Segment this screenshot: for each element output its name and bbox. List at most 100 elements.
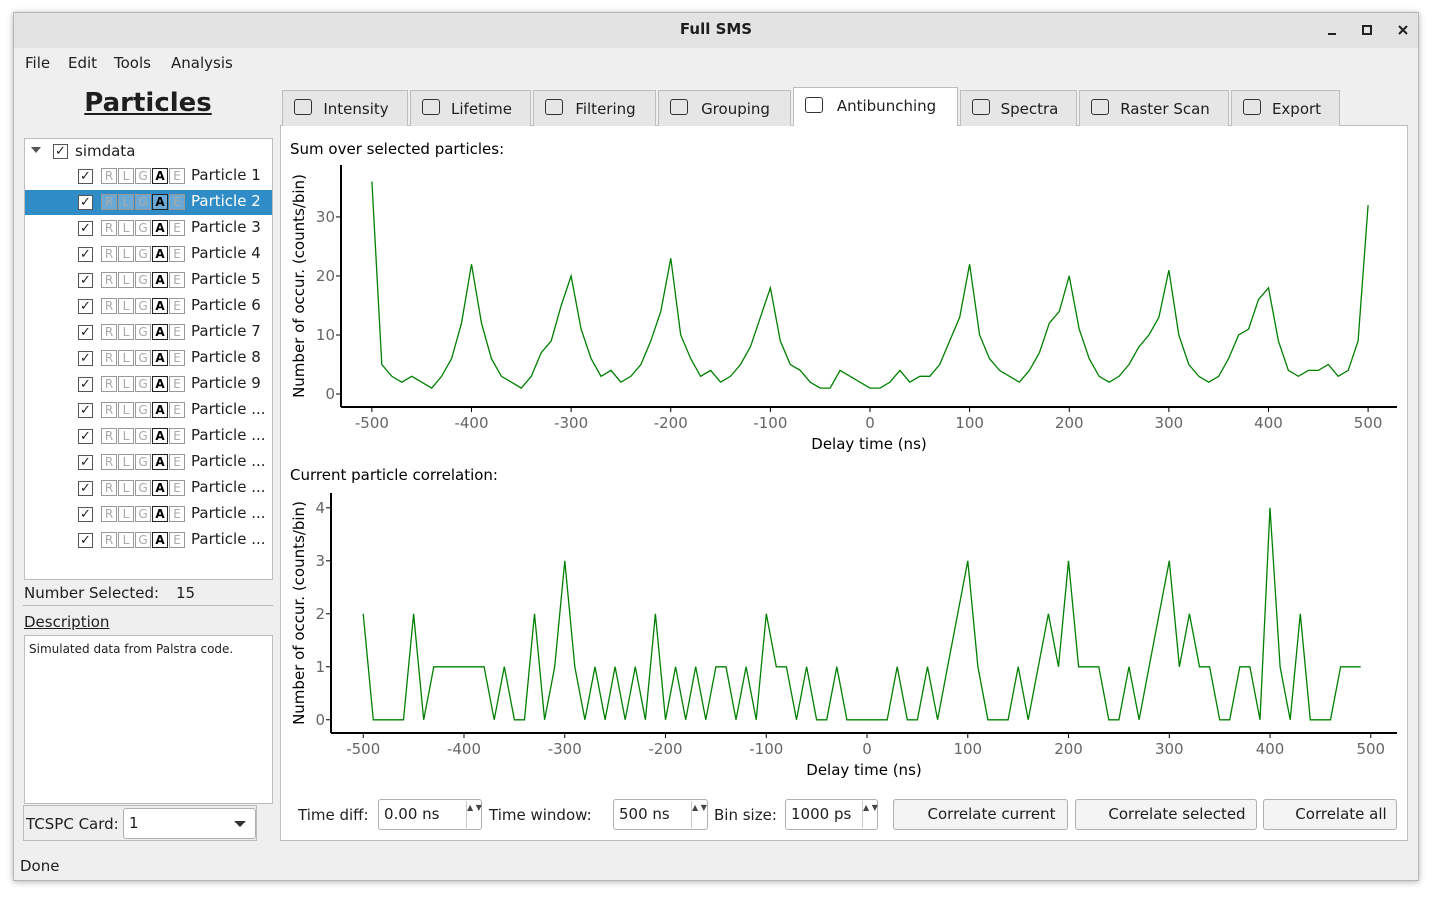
checkbox[interactable]: ✓ <box>78 403 93 418</box>
panel-heading: Particles <box>84 88 212 118</box>
x-tick-label: 400 <box>1254 414 1283 432</box>
checkbox[interactable]: ✓ <box>78 377 93 392</box>
y-axis-label: Number of occur. (counts/bin) <box>290 174 308 398</box>
status-letter: E <box>169 402 185 418</box>
tcspc-combo[interactable]: 1 <box>123 808 256 839</box>
checkbox[interactable]: ✓ <box>78 195 93 210</box>
status-letter: A <box>152 350 168 366</box>
status-letter: R <box>101 298 117 314</box>
checkbox[interactable]: ✓ <box>78 533 93 548</box>
menu-item[interactable]: File <box>25 54 51 72</box>
status-letter: R <box>101 428 117 444</box>
status-letter: G <box>135 168 151 184</box>
tab[interactable]: Export <box>1231 90 1340 126</box>
checkbox[interactable]: ✓ <box>78 351 93 366</box>
tree-item[interactable]: Particle 2 <box>191 192 261 210</box>
x-tick-label: -100 <box>749 740 783 758</box>
description-text: Simulated data from Palstra code. <box>29 642 234 656</box>
chart-title: Current particle correlation: <box>290 466 498 484</box>
x-tick-label: 100 <box>955 414 984 432</box>
checkbox[interactable]: ✓ <box>78 169 93 184</box>
status-letter: G <box>135 298 151 314</box>
status-letter: E <box>169 168 185 184</box>
tab[interactable]: Filtering <box>533 90 656 126</box>
description-box[interactable]: Simulated data from Palstra code. <box>24 635 273 804</box>
tree-item[interactable]: Particle ... <box>191 478 266 496</box>
tab-icon <box>805 97 823 113</box>
status-letter: E <box>169 532 185 548</box>
x-tick-label: -300 <box>554 414 588 432</box>
y-tick-label: 2 <box>315 605 325 623</box>
tree-item[interactable]: Particle ... <box>191 530 266 548</box>
tree-item[interactable]: Particle ... <box>191 504 266 522</box>
status-letter: L <box>118 480 134 496</box>
tree-item[interactable]: Particle 3 <box>191 218 261 236</box>
menu-item[interactable]: Edit <box>68 54 98 72</box>
tree-item[interactable]: Particle 7 <box>191 322 261 340</box>
status-letter: R <box>101 194 117 210</box>
status-letter: R <box>101 272 117 288</box>
status-letter: R <box>101 454 117 470</box>
x-tick-label: 500 <box>1354 414 1383 432</box>
tab[interactable]: Raster Scan <box>1079 90 1229 126</box>
checkbox[interactable]: ✓ <box>78 299 93 314</box>
x-tick-label: 200 <box>1055 414 1084 432</box>
y-tick-label: 1 <box>315 658 325 676</box>
tab-label: Spectra <box>1000 100 1059 118</box>
checkbox[interactable]: ✓ <box>78 273 93 288</box>
checkbox[interactable]: ✓ <box>78 507 93 522</box>
status-letter: L <box>118 402 134 418</box>
tree-item[interactable]: Particle ... <box>191 400 266 418</box>
status-letter: G <box>135 220 151 236</box>
checkbox[interactable]: ✓ <box>78 221 93 236</box>
tab-panel <box>280 125 1408 841</box>
status-letter: L <box>118 298 134 314</box>
menu-item[interactable]: Tools <box>114 54 151 72</box>
button[interactable]: Correlate selected <box>1075 799 1257 830</box>
tree-item[interactable]: Particle 4 <box>191 244 261 262</box>
tab[interactable]: Lifetime <box>410 90 531 126</box>
status-letter: A <box>152 480 168 496</box>
tree-item[interactable]: Particle 6 <box>191 296 261 314</box>
tree-item[interactable]: Particle 8 <box>191 348 261 366</box>
data-line <box>362 507 1361 721</box>
tab[interactable]: Grouping <box>658 90 791 126</box>
checkbox[interactable]: ✓ <box>78 455 93 470</box>
status-letter: R <box>101 324 117 340</box>
status-letter: G <box>135 246 151 262</box>
checkbox[interactable]: ✓ <box>53 144 68 159</box>
x-axis-label: Delay time (ns) <box>806 761 921 779</box>
tab[interactable]: Antibunching <box>793 87 958 126</box>
x-tick-label: 500 <box>1356 740 1385 758</box>
spin-box[interactable]: 0.00 ns <box>378 799 482 830</box>
menu-item[interactable]: Analysis <box>171 54 233 72</box>
x-tick-label: -100 <box>753 414 787 432</box>
checkbox[interactable]: ✓ <box>78 325 93 340</box>
status-letter: G <box>135 350 151 366</box>
tree-item[interactable]: Particle 9 <box>191 374 261 392</box>
checkbox[interactable]: ✓ <box>78 247 93 262</box>
tab[interactable]: Spectra <box>960 90 1077 126</box>
status-letter: A <box>152 324 168 340</box>
checkbox[interactable]: ✓ <box>78 481 93 496</box>
window-buttons[interactable] <box>1320 20 1410 40</box>
status-letter: L <box>118 220 134 236</box>
status-letter: G <box>135 532 151 548</box>
status-letter: E <box>169 376 185 392</box>
tree-item[interactable]: Particle ... <box>191 452 266 470</box>
tab[interactable]: Intensity <box>282 90 408 126</box>
button[interactable]: Correlate current <box>893 799 1068 830</box>
tree-item[interactable]: Particle 1 <box>191 166 261 184</box>
button[interactable]: Correlate all <box>1263 799 1397 830</box>
status-letter: L <box>118 376 134 392</box>
tree-item[interactable]: Particle ... <box>191 426 266 444</box>
status-letter: G <box>135 506 151 522</box>
status-letter: A <box>152 246 168 262</box>
spin-box[interactable]: 500 ns <box>613 799 708 830</box>
tree-item[interactable]: Particle 5 <box>191 270 261 288</box>
expand-arrow[interactable] <box>31 147 43 155</box>
x-tick-label: -300 <box>548 740 582 758</box>
checkbox[interactable]: ✓ <box>78 429 93 444</box>
status-letter: E <box>169 428 185 444</box>
status-letter: L <box>118 454 134 470</box>
